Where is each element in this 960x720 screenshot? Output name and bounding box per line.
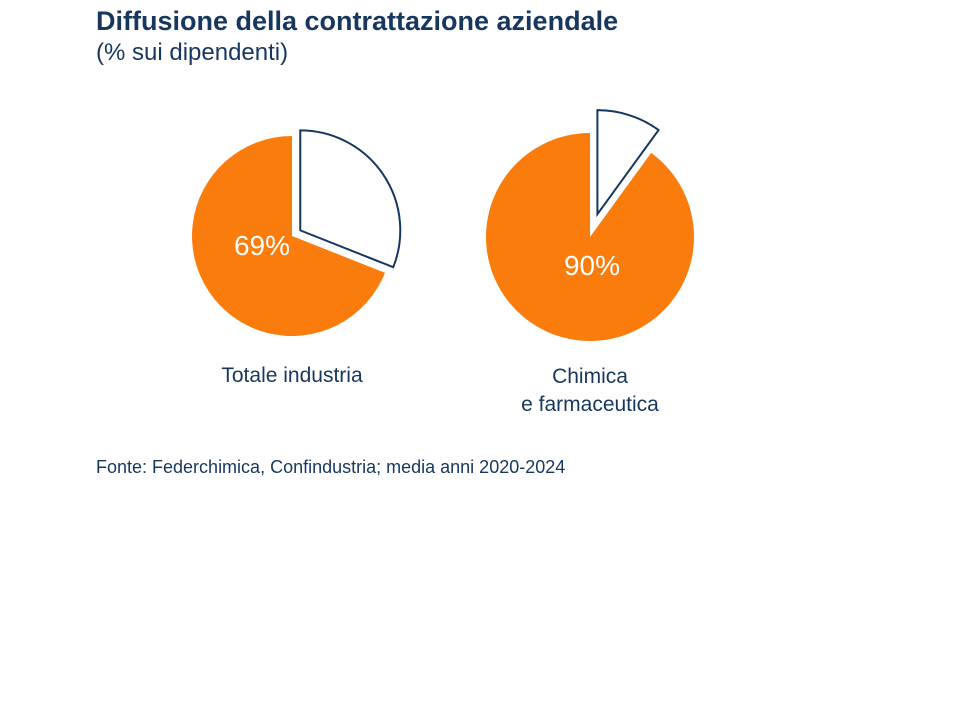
pie-chimica-farmaceutica-svg <box>486 109 694 341</box>
page-subtitle: (% sui dipendenti) <box>96 39 289 66</box>
page-title: Diffusione della contrattazione aziendal… <box>96 6 619 36</box>
source-note: Fonte: Federchimica, Confindustria; medi… <box>96 457 566 477</box>
category-label-totale-industria: Totale industria <box>112 362 472 390</box>
category-label-line: Chimica <box>552 365 628 388</box>
data-label-chimica-farmaceutica: 90% <box>563 250 621 281</box>
pie-chart-totale-industria: 69% Totale industria <box>162 106 422 387</box>
category-label-line: e farmaceutica <box>521 393 659 416</box>
data-label-totale-industria: 69% <box>233 230 291 261</box>
category-label-chimica-farmaceutica: Chimica e farmaceutica <box>410 363 770 419</box>
pie-totale-industria-svg <box>191 129 402 336</box>
category-label-line: Totale industria <box>221 364 363 387</box>
pie-chart-chimica-farmaceutica: 90% Chimica e farmaceutica <box>460 107 720 416</box>
